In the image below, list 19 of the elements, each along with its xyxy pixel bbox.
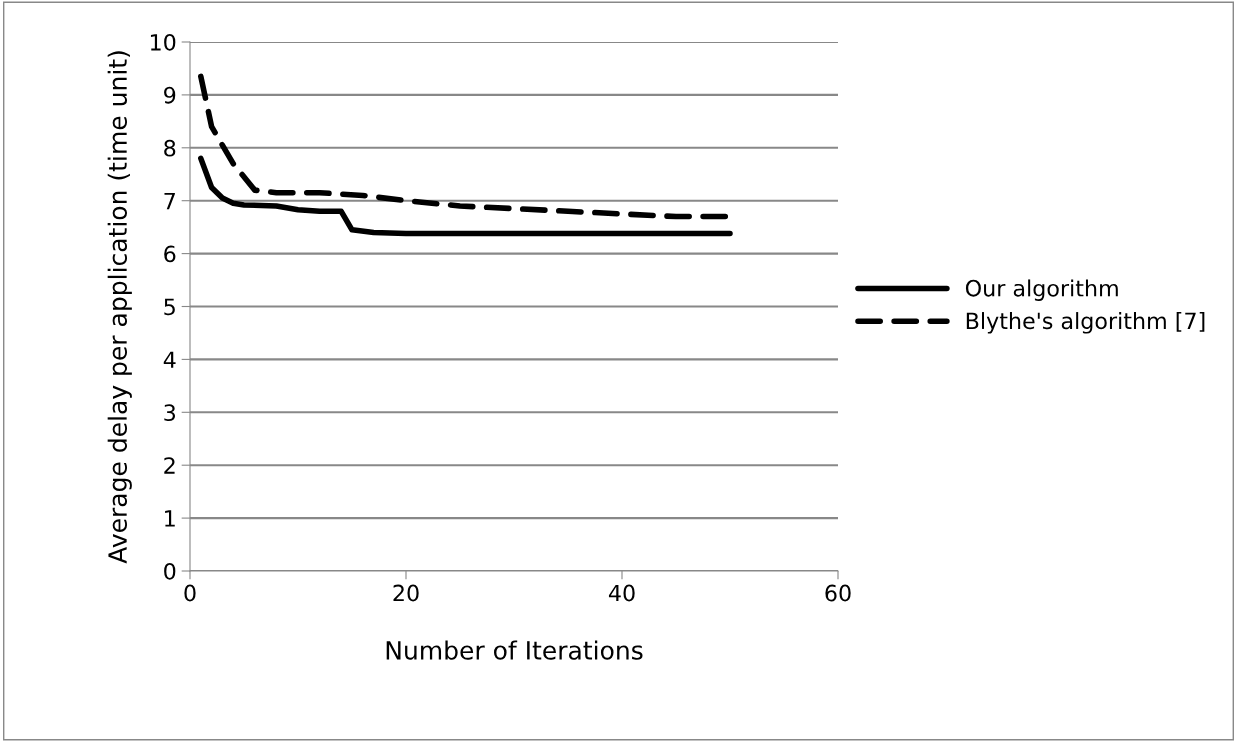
y-tick-label: 6 <box>164 245 176 263</box>
y-axis-title: Average delay per application (time unit) <box>107 51 132 564</box>
x-tick-label: 0 <box>184 584 196 602</box>
y-tick-label: 3 <box>164 404 176 422</box>
y-tick-label: 5 <box>164 298 175 316</box>
y-tick-label: 1 <box>165 510 175 527</box>
y-tick-label: 8 <box>164 139 176 157</box>
x-tick-label: 20 <box>393 584 419 602</box>
legend-label: Our algorithm <box>965 279 1118 301</box>
y-tick-label: 9 <box>164 86 176 104</box>
y-tick-label: 4 <box>163 351 176 368</box>
y-tick-label: 7 <box>164 192 175 210</box>
x-tick-label: 40 <box>608 584 635 602</box>
legend-label: Blythe's algorithm [7] <box>966 312 1205 334</box>
y-tick-label: 2 <box>164 457 175 474</box>
y-tick-label: 0 <box>164 562 176 580</box>
x-tick-label: 60 <box>825 584 851 602</box>
y-tick-label: 10 <box>150 33 176 51</box>
x-axis-title: Number of Iterations <box>386 640 643 660</box>
